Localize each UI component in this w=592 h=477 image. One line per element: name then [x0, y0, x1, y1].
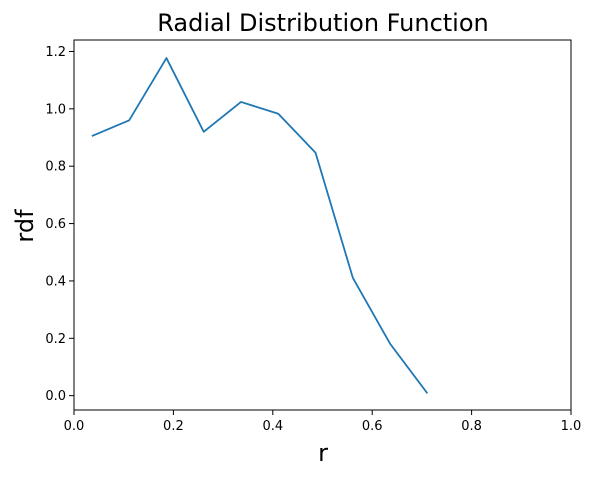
x-tick-label: 0.2: [163, 419, 184, 434]
series-line: [91, 57, 429, 394]
y-tick-label: 0.0: [45, 389, 66, 404]
series-layer: [91, 57, 429, 394]
y-tick-label: 1.2: [45, 45, 66, 60]
y-tick-label: 0.8: [45, 160, 66, 175]
y-tick-label: 0.2: [45, 332, 66, 347]
y-axis-ticks: 0.0 0.2 0.4 0.6 0.8 1.0 1.2: [45, 45, 74, 404]
y-tick-label: 1.0: [45, 102, 66, 117]
y-tick-label: 0.4: [45, 274, 66, 289]
x-tick-label: 0.0: [64, 419, 85, 434]
x-tick-label: 0.8: [461, 419, 482, 434]
x-tick-label: 1.0: [561, 419, 582, 434]
x-axis-label: r: [318, 439, 328, 467]
x-tick-label: 0.4: [262, 419, 283, 434]
y-tick-label: 0.6: [45, 217, 66, 232]
plot-area-frame: [73, 39, 572, 411]
chart-title: Radial Distribution Function: [157, 9, 489, 37]
y-axis-label: rdf: [11, 209, 39, 243]
x-tick-label: 0.6: [362, 419, 383, 434]
x-axis-ticks: 0.0 0.2 0.4 0.6 0.8 1.0: [64, 410, 582, 434]
